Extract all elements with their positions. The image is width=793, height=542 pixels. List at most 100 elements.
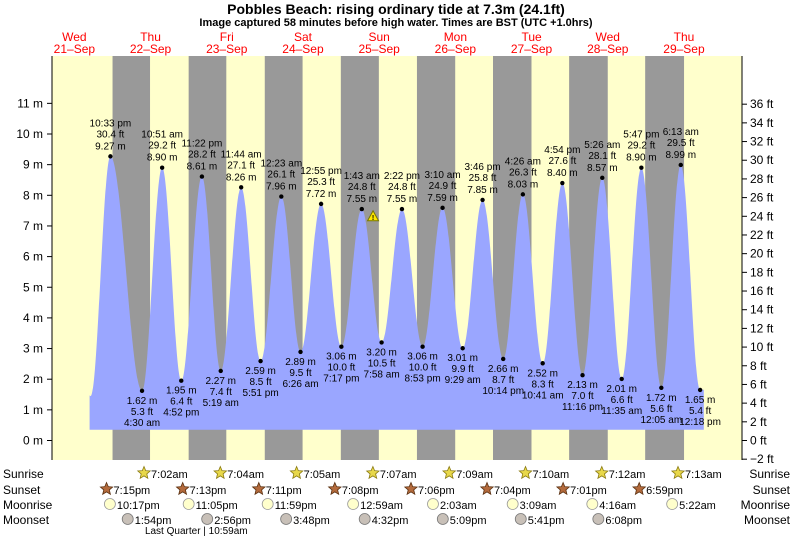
tide-extreme-point: [218, 368, 223, 374]
sunrise-icon: [670, 465, 686, 480]
high-tide-ft: 29.5 ft: [667, 138, 695, 149]
moonrise-icon: [586, 498, 599, 510]
high-tide-m: 8.40 m: [547, 168, 578, 179]
low-tide-time: 12:18 pm: [679, 417, 721, 428]
low-tide-ft: 8.5 ft: [249, 377, 271, 388]
y-left-tick-label: 1 m: [23, 403, 43, 417]
high-tide-ft: 27.6 ft: [548, 156, 576, 167]
moon-phase-note: Last Quarter | 10:59am: [145, 526, 248, 537]
tide-extreme-point: [560, 180, 565, 186]
tide-extreme-point: [639, 165, 644, 170]
y-left-tick-label: 7 m: [23, 219, 43, 233]
low-tide-ft: 7.0 ft: [571, 391, 593, 402]
moonrise-icon: [103, 498, 116, 510]
low-tide-time: 10:41 am: [522, 390, 564, 401]
sunrise-time: 7:05am: [304, 469, 341, 481]
low-tide-m: 3.01 m: [447, 353, 478, 364]
axes: 0 m 1 m 2 m 3 m 4 m 5 m 6 m 7 m 8 m 9 m 10 m 11 m −2…: [16, 56, 774, 466]
current-tide-triangle: [366, 209, 380, 222]
low-tide-m: 2.27 m: [205, 376, 236, 387]
y-right-tick-label: 28 ft: [750, 172, 774, 186]
current-tide-marker: !: [366, 209, 380, 222]
high-tide-ft: 26.1 ft: [267, 170, 295, 181]
high-tide-m: 8.61 m: [187, 162, 218, 173]
high-tide-time: 4:26 am: [505, 156, 541, 167]
sunset-time: 7:13pm: [190, 485, 227, 497]
row-label-sunset-left: Sunset: [3, 483, 41, 497]
tide-extreme-point: [139, 388, 145, 394]
moonset-time: 6:08pm: [605, 515, 642, 527]
row-label-sunrise-left: Sunrise: [3, 467, 44, 481]
y-right-tick-label: 24 ft: [750, 209, 774, 223]
low-tide-time: 5:51 pm: [243, 388, 279, 399]
high-tide-ft: 25.3 ft: [307, 177, 335, 188]
sunrise-icon: [289, 465, 304, 480]
low-tide-ft: 7.4 ft: [210, 387, 232, 398]
high-tide-ft: 25.8 ft: [469, 173, 497, 184]
y-right-tick-label: 10 ft: [750, 340, 774, 354]
high-tide-m: 7.55 m: [346, 194, 377, 205]
high-tide-ft: 24.9 ft: [429, 181, 457, 192]
tide-extreme-point: [359, 206, 364, 212]
high-tide-time: 5:26 am: [584, 140, 620, 151]
low-tide-m: 2.01 m: [606, 384, 637, 395]
low-tide-time: 8:53 pm: [405, 374, 441, 385]
low-tide-ft: 10.5 ft: [368, 358, 396, 369]
tide-extreme-point: [339, 344, 344, 349]
low-tide-m: 1.72 m: [646, 393, 677, 404]
moonset-icon: [201, 513, 214, 525]
tide-extreme-point: [318, 201, 324, 207]
y-left-tick-label: 10 m: [16, 127, 43, 141]
moonset-icon: [514, 513, 527, 525]
tide-extreme-point: [480, 197, 485, 203]
y-right-tick-label: 22 ft: [750, 228, 774, 242]
y-right-tick-label: 14 ft: [750, 303, 774, 317]
moonset-icon: [358, 513, 371, 525]
y-right-tick-label: 12 ft: [750, 321, 774, 335]
sunset-time: 7:11pm: [266, 485, 302, 497]
high-tide-time: 11:44 am: [221, 149, 262, 160]
low-tide-m: 1.95 m: [166, 386, 197, 397]
date-label: 22–Sep: [130, 42, 172, 56]
sunset-time: 7:01pm: [570, 485, 607, 497]
tide-extreme-point: [238, 185, 244, 190]
high-tide-m: 8.90 m: [147, 153, 178, 164]
tide-extreme-point: [108, 154, 113, 159]
moonset-icon: [592, 513, 605, 525]
y-right-tick-label: 6 ft: [750, 377, 767, 391]
sunrise-icon: [365, 465, 380, 480]
moonrise-time: 11:05pm: [196, 500, 238, 512]
date-label: 24–Sep: [282, 42, 324, 56]
day-of-week-label: Fri: [220, 30, 234, 44]
sunrise-time: 7:13am: [685, 469, 722, 481]
moonset-time: 4:32pm: [372, 515, 409, 527]
low-tide-ft: 6.4 ft: [170, 397, 192, 408]
day-of-week-label: Mon: [444, 30, 467, 44]
moonrise-icon: [427, 498, 439, 510]
tide-extreme-point: [600, 175, 605, 181]
y-right-tick-label: 18 ft: [750, 265, 774, 279]
row-label-sunset-right: Sunset: [753, 483, 791, 497]
date-label: 26–Sep: [435, 42, 477, 56]
y-right-tick-label: −2 ft: [750, 452, 774, 466]
high-tide-m: 8.90 m: [626, 153, 657, 164]
day-of-week-label: Wed: [62, 30, 86, 44]
tide-extreme-point: [520, 192, 526, 197]
low-tide-ft: 5.6 ft: [650, 404, 672, 415]
low-tide-m: 1.65 m: [685, 395, 716, 406]
tide-extreme-point: [697, 387, 703, 393]
date-label: 21–Sep: [54, 42, 96, 56]
y-right-tick-label: 30 ft: [750, 153, 774, 167]
sunrise-icon: [442, 465, 457, 480]
low-tide-ft: 10.0 ft: [327, 363, 355, 374]
sunset-time: 7:04pm: [494, 485, 531, 497]
high-tide-m: 7.72 m: [306, 189, 337, 200]
moonset-icon: [121, 513, 134, 525]
high-tide-m: 8.03 m: [508, 179, 539, 190]
day-of-week-label: Sun: [368, 30, 389, 44]
sun-moon-rows: 7:02am 7:04am 7:05am 7:07am 7:09am 7:10am 7:12…: [99, 465, 722, 537]
high-tide-time: 12:55 pm: [300, 166, 342, 177]
high-tide-ft: 26.3 ft: [509, 167, 537, 178]
high-tide-time: 1:43 am: [344, 171, 380, 182]
